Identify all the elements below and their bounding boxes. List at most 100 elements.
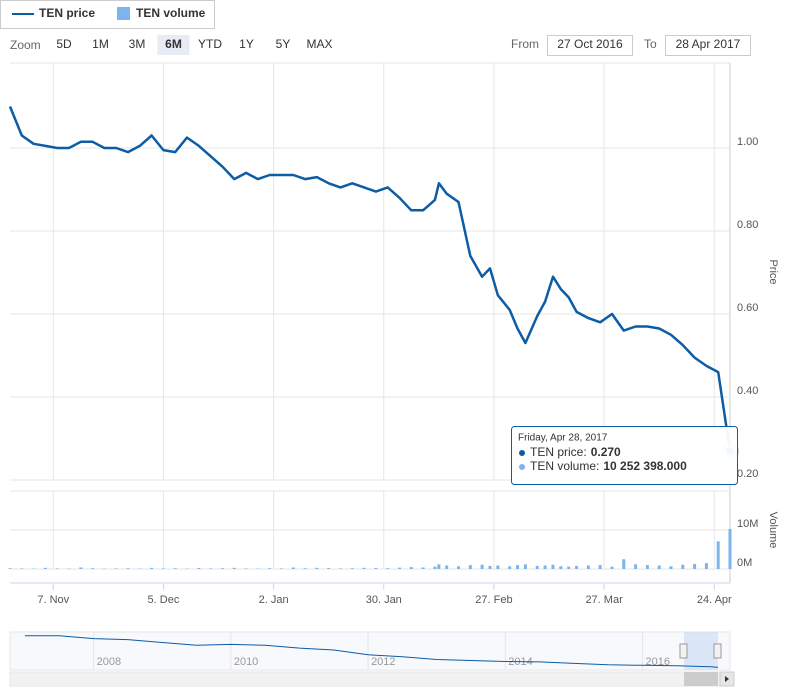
volume-bar <box>535 565 539 569</box>
volume-bar <box>559 566 563 569</box>
volume-bar <box>523 564 527 569</box>
y-tick-label: 1.00 <box>737 136 758 148</box>
y-tick-label: 0.20 <box>737 468 758 480</box>
volume-bar <box>315 567 319 569</box>
zoom-button[interactable]: YTD <box>198 37 222 51</box>
legend-box <box>0 0 215 29</box>
x-tick-label: 2. Jan <box>259 594 289 606</box>
to-date[interactable]: 28 Apr 2017 <box>676 37 741 51</box>
volume-bar <box>468 565 472 569</box>
navigator-tick-label: 2008 <box>97 656 121 668</box>
volume-bar <box>291 567 295 569</box>
volume-bar <box>567 566 571 569</box>
navigator-tick-label: 2012 <box>371 656 395 668</box>
volume-bar <box>445 565 449 569</box>
from-date[interactable]: 27 Oct 2016 <box>557 37 623 51</box>
scrollbar-thumb[interactable] <box>684 672 718 686</box>
legend-item[interactable]: TEN volume <box>136 6 206 20</box>
volume-bar <box>622 559 626 569</box>
volume-bar <box>409 567 413 569</box>
navigator-selection[interactable] <box>684 632 718 670</box>
volume-bar <box>386 568 390 569</box>
to-input[interactable] <box>665 35 751 56</box>
volume-bar <box>508 566 512 569</box>
volume-bar <box>150 567 154 569</box>
volume-bar <box>268 568 272 569</box>
volume-bar <box>338 568 342 569</box>
zoom-button[interactable]: 3M <box>129 37 146 51</box>
volume-bar <box>575 565 579 569</box>
navigator-tick-label: 2010 <box>234 656 258 668</box>
volume-bar <box>126 568 130 569</box>
navigator-line <box>25 635 719 668</box>
zoom-button[interactable]: 1M <box>92 37 109 51</box>
x-tick-label: 7. Nov <box>37 594 69 606</box>
volume-bar <box>433 566 437 569</box>
y-tick-label: 0.80 <box>737 219 758 231</box>
volume-bar <box>8 568 12 569</box>
x-tick-label: 5. Dec <box>148 594 180 606</box>
volume-bar <box>634 564 638 569</box>
zoom-button[interactable]: 5Y <box>276 37 291 51</box>
volume-bar <box>173 568 177 569</box>
zoom-button[interactable]: 5D <box>56 37 72 51</box>
volume-bar <box>488 565 492 569</box>
zoom-button[interactable]: 1Y <box>239 37 254 51</box>
y-axis-title: Price <box>767 259 779 284</box>
zoom-button-selected[interactable] <box>157 35 190 55</box>
price-line <box>8 106 732 452</box>
volume-bar <box>398 567 402 569</box>
tooltip-row: TEN price: 0.270 <box>530 445 621 459</box>
navigator-frame <box>9 631 731 671</box>
volume-bar <box>610 566 614 569</box>
volume-bar <box>543 565 547 569</box>
volume-bar <box>516 565 520 569</box>
volume-bar <box>669 566 673 569</box>
volume-bar <box>55 568 59 569</box>
x-tick-label: 24. Apr <box>697 594 732 606</box>
volume-bar <box>704 563 708 569</box>
volume-bar <box>586 565 590 569</box>
tooltip-value: 0.270 <box>591 445 621 459</box>
y2-axis-title: Volume <box>767 512 779 549</box>
tooltip-label: TEN volume: <box>530 459 599 473</box>
tooltip-row: TEN volume: 10 252 398.000 <box>530 459 687 473</box>
from-label: From <box>511 37 539 51</box>
zoom-button[interactable]: 6M <box>165 37 182 51</box>
from-input[interactable] <box>547 35 633 56</box>
volume-bar <box>728 529 732 569</box>
volume-bar <box>457 566 461 569</box>
tooltip-dot <box>519 464 525 470</box>
volume-bar <box>327 568 331 569</box>
x-tick-label: 27. Feb <box>475 594 512 606</box>
volume-bar <box>598 565 602 569</box>
tooltip-box <box>511 426 738 485</box>
zoom-button[interactable]: MAX <box>306 37 332 51</box>
volume-bar <box>693 563 697 569</box>
volume-bar <box>657 565 661 569</box>
y2-tick-label: 10M <box>737 518 758 530</box>
volume-bar <box>421 567 425 569</box>
volume-bar <box>303 568 307 569</box>
volume-bar <box>197 568 201 569</box>
navigator-handle[interactable] <box>713 643 722 659</box>
scrollbar-arrow-icon <box>725 676 729 682</box>
volume-bar <box>496 565 500 569</box>
volume-bar <box>43 567 47 569</box>
y-tick-label: 0.60 <box>737 302 758 314</box>
volume-bar <box>91 568 95 569</box>
legend-item[interactable]: TEN price <box>39 6 95 20</box>
volume-bar <box>220 568 224 569</box>
x-tick-label: 30. Jan <box>366 594 402 606</box>
volume-bar <box>350 568 354 569</box>
volume-bar <box>279 568 283 569</box>
tooltip-value: 10 252 398.000 <box>603 459 687 473</box>
navigator-handle[interactable] <box>679 643 688 659</box>
volume-bar <box>374 568 378 569</box>
to-label: To <box>644 37 657 51</box>
zoom-label: Zoom <box>10 38 41 52</box>
scrollbar-track <box>9 671 731 687</box>
x-tick-label: 27. Mar <box>585 594 623 606</box>
volume-bar <box>716 541 720 569</box>
